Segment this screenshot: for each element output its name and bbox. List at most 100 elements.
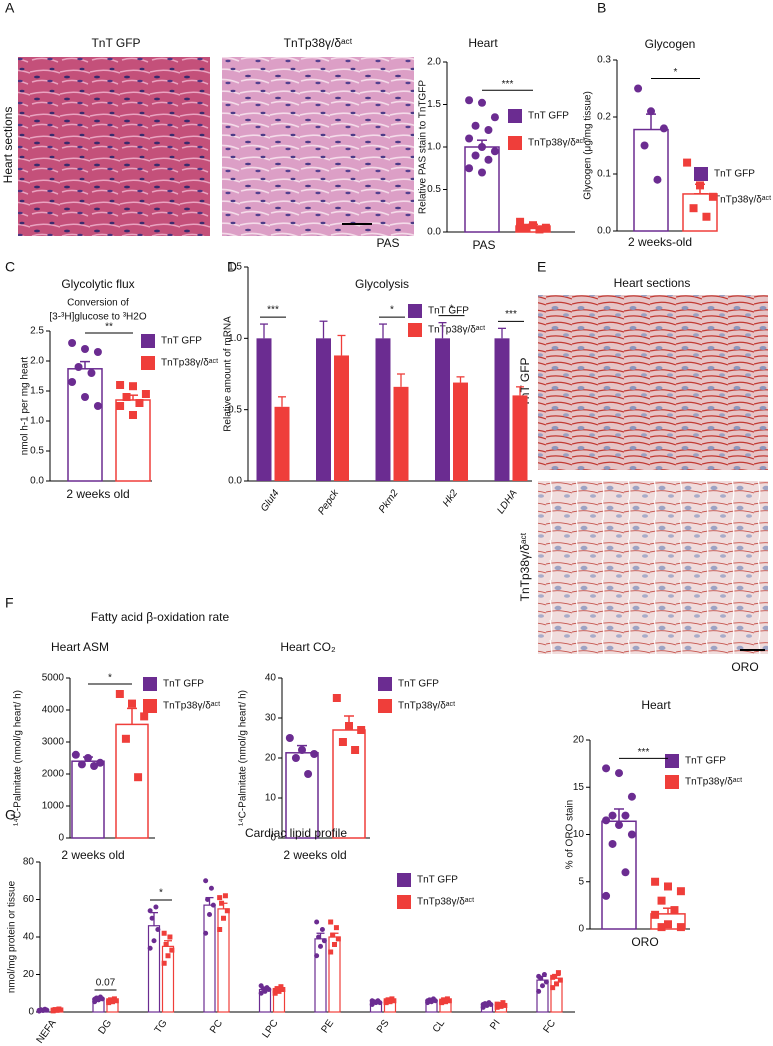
legend-swatch [378,699,392,713]
legend-swatch [508,109,522,123]
data-point [217,927,223,932]
data-point [555,970,561,976]
data-point [494,1004,500,1010]
y-tick-label: 1.5 [427,99,441,110]
data-point [375,998,381,1004]
bar [217,908,230,1013]
chart-title: Glycolytic flux [61,277,134,291]
y-tick-label: 0.3 [597,55,611,66]
data-point [602,764,611,773]
data-point [121,734,130,743]
y-tick-label: 3000 [42,737,65,748]
data-point [165,953,171,959]
data-point [310,750,319,758]
significance-label: * [108,673,112,684]
legend-label: TnTp38γ/δᵃᶜᵗ [714,195,771,206]
legend-swatch [665,775,679,789]
data-point [116,381,125,389]
data-point [272,987,278,993]
data-point [480,1002,486,1007]
data-point [696,181,704,190]
data-point [135,399,144,407]
data-point [486,1000,492,1006]
significance-label: * [674,67,678,78]
data-point [285,734,294,742]
data-point [516,217,525,226]
y-tick-label: 10 [265,793,277,804]
data-point [627,792,636,801]
bar [67,368,103,482]
data-point [116,402,125,410]
data-point [161,930,167,936]
data-point [615,769,623,778]
y-tick-label: 1.0 [30,416,44,427]
data-point [478,143,486,151]
bar [453,382,468,481]
data-point [535,225,544,234]
data-point [278,984,284,990]
data-point [106,998,112,1004]
data-point [425,998,431,1004]
bar [71,760,105,839]
y-tick-label: 0.1 [597,169,611,180]
chart-title: Heart CO₂ [280,640,336,654]
data-point [314,953,320,959]
data-point [321,938,327,944]
data-point [84,754,92,762]
data-point [219,900,225,906]
legend-swatch [378,677,392,691]
data-point [369,998,375,1004]
data-point [122,393,131,401]
chart-title: Heart [641,698,671,712]
x-tick-label: LPC [260,1018,280,1040]
data-point [68,378,77,386]
data-point [111,996,117,1002]
data-point [529,221,537,230]
data-point [653,175,662,184]
data-point [316,934,322,940]
data-point [71,750,80,759]
data-point [90,762,99,770]
data-point [332,694,341,702]
data-point [151,938,157,944]
data-point [222,893,228,899]
y-tick-label: 80 [23,857,35,868]
y-axis-label: Relative PAS stain to TnTGFP [418,80,429,214]
data-point [338,738,347,746]
data-point [676,923,685,932]
data-point [328,919,334,925]
data-point [550,985,556,991]
data-point [332,942,337,947]
data-point [627,830,636,839]
data-point [224,908,230,914]
data-point [640,141,649,150]
legend-swatch [141,334,155,348]
data-point [134,773,143,782]
legend-label: TnTp38γ/δᵃᶜᵗ [417,897,474,908]
legend-label: TnT GFP [714,169,755,180]
bar [274,406,290,481]
micrograph [538,481,768,654]
data-point [484,155,493,164]
chart-title: Heart [468,36,498,50]
legend-label: TnT GFP [163,679,204,690]
y-tick-label: 0.5 [30,446,44,457]
y-tick-label: 20 [573,735,585,746]
data-point [77,760,86,769]
bar [328,936,341,1013]
image-label: PAS [376,236,399,250]
bar [512,395,528,481]
data-point [484,126,493,134]
data-point [634,84,643,93]
data-point [383,998,389,1004]
x-axis-label: PAS [472,238,495,252]
legend-label: TnT GFP [417,875,458,886]
chart-title: Heart ASM [51,640,109,654]
legend-swatch [694,167,708,181]
legend-label: TnTp38γ/δᵃᶜᵗ [428,325,485,336]
data-point [651,877,660,886]
data-point [494,1001,500,1007]
legend-swatch [408,304,422,318]
data-point [330,932,336,938]
bar [601,820,637,930]
